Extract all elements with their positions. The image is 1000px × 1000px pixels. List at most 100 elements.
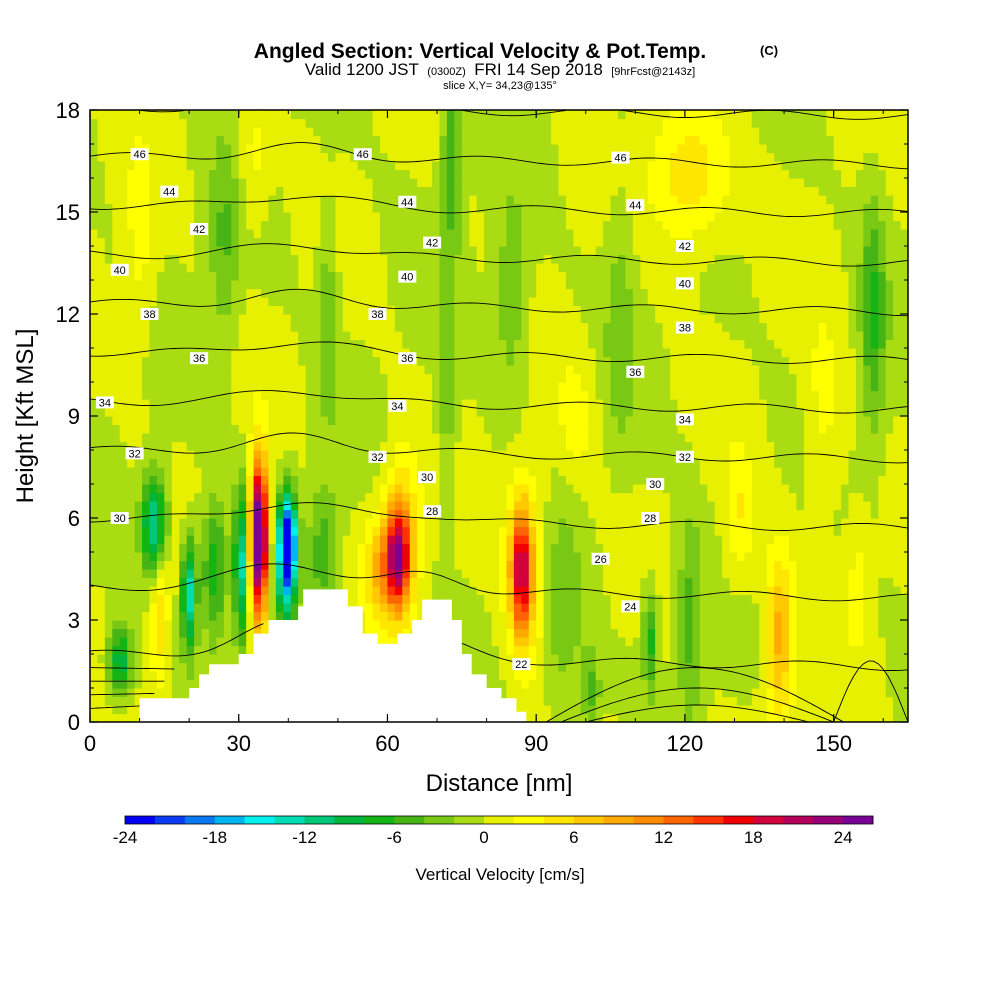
velocity-cell: [506, 203, 515, 213]
velocity-cell: [357, 356, 366, 366]
velocity-cell: [528, 390, 537, 400]
velocity-cell: [551, 501, 560, 511]
velocity-cell: [432, 484, 441, 494]
velocity-cell: [186, 382, 195, 392]
velocity-cell: [357, 229, 366, 239]
velocity-cell: [439, 365, 448, 375]
velocity-cell: [290, 552, 299, 562]
velocity-cell: [380, 280, 389, 290]
velocity-cell: [558, 186, 567, 196]
velocity-cell: [231, 152, 240, 162]
velocity-cell: [253, 135, 262, 145]
velocity-cell: [208, 416, 218, 426]
velocity-cell: [402, 441, 411, 451]
velocity-cell: [499, 356, 508, 366]
velocity-cell: [104, 152, 113, 162]
velocity-cell: [290, 195, 299, 205]
velocity-cell: [387, 280, 396, 290]
velocity-cell: [372, 246, 381, 256]
velocity-cell: [394, 594, 403, 604]
velocity-cell: [446, 331, 455, 341]
velocity-cell: [387, 322, 396, 332]
velocity-cell: [432, 144, 441, 154]
velocity-cell: [469, 577, 478, 587]
velocity-cell: [521, 577, 530, 587]
velocity-cell: [543, 433, 552, 443]
velocity-cell: [394, 212, 403, 222]
velocity-cell: [558, 492, 567, 502]
velocity-cell: [484, 611, 493, 621]
velocity-cell: [484, 603, 493, 613]
velocity-cell: [432, 594, 441, 604]
velocity-cell: [275, 152, 284, 162]
velocity-cell: [506, 390, 515, 400]
velocity-cell: [432, 203, 441, 213]
velocity-cell: [476, 543, 485, 553]
velocity-cell: [588, 127, 597, 137]
velocity-cell: [394, 407, 403, 417]
velocity-cell: [357, 314, 366, 324]
velocity-cell: [127, 322, 136, 332]
velocity-cell: [461, 458, 470, 468]
velocity-cell: [558, 390, 567, 400]
velocity-cell: [409, 263, 418, 273]
velocity-cell: [238, 305, 247, 315]
velocity-cell: [238, 450, 247, 460]
velocity-cell: [409, 569, 418, 579]
velocity-cell: [164, 229, 173, 239]
velocity-cell: [424, 203, 433, 213]
velocity-cell: [238, 543, 247, 553]
velocity-cell: [238, 288, 247, 298]
velocity-cell: [439, 373, 448, 383]
velocity-cell: [313, 254, 322, 264]
velocity-cell: [439, 509, 448, 519]
velocity-cell: [372, 178, 381, 188]
velocity-cell: [372, 220, 381, 230]
velocity-cell: [261, 475, 270, 485]
velocity-cell: [327, 552, 336, 562]
velocity-cell: [439, 518, 448, 528]
velocity-cell: [513, 322, 522, 332]
velocity-cell: [387, 518, 396, 528]
velocity-cell: [335, 271, 344, 281]
velocity-cell: [216, 280, 225, 290]
velocity-cell: [528, 441, 537, 451]
velocity-cell: [387, 441, 396, 451]
velocity-cell: [127, 390, 136, 400]
velocity-cell: [580, 679, 589, 689]
velocity-cell: [164, 365, 173, 375]
velocity-cell: [179, 229, 188, 239]
velocity-cell: [134, 212, 143, 222]
velocity-cell: [446, 552, 455, 562]
velocity-cell: [536, 441, 545, 451]
velocity-cell: [365, 127, 374, 137]
velocity-cell: [350, 263, 359, 273]
velocity-cell: [97, 152, 106, 162]
velocity-cell: [119, 288, 128, 298]
velocity-cell: [231, 356, 240, 366]
velocity-cell: [476, 212, 485, 222]
velocity-cell: [216, 484, 225, 494]
velocity-cell: [171, 671, 180, 681]
velocity-cell: [327, 110, 336, 120]
velocity-cell: [327, 441, 336, 451]
velocity-cell: [499, 501, 508, 511]
velocity-cell: [335, 127, 344, 137]
velocity-cell: [394, 586, 403, 596]
velocity-cell: [216, 577, 225, 587]
velocity-cell: [439, 144, 448, 154]
velocity-cell: [275, 518, 284, 528]
velocity-cell: [261, 169, 270, 179]
velocity-cell: [186, 526, 195, 536]
velocity-cell: [387, 628, 396, 638]
velocity-cell: [536, 424, 545, 434]
velocity-cell: [320, 178, 329, 188]
velocity-cell: [528, 586, 537, 596]
velocity-cell: [476, 450, 485, 460]
velocity-cell: [305, 254, 314, 264]
velocity-cell: [580, 475, 589, 485]
velocity-cell: [417, 458, 426, 468]
velocity-cell: [551, 620, 560, 630]
velocity-cell: [565, 382, 574, 392]
velocity-cell: [506, 611, 515, 621]
